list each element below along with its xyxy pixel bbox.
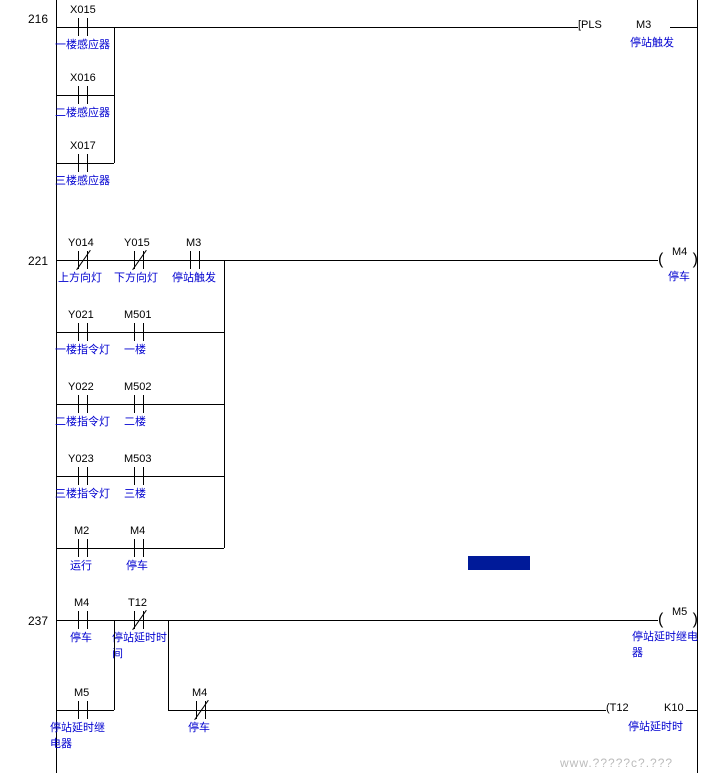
r237-out-desc: 停站延时时 (628, 718, 683, 734)
lbl-m2-desc: 运行 (70, 557, 92, 573)
contact-y023 (72, 467, 94, 485)
lbl-m3-desc: 停站触发 (172, 269, 216, 285)
lbl-x015-desc: 一楼感应器 (55, 36, 110, 52)
coil-m5-name: M5 (672, 606, 687, 618)
r216-b0-r (94, 27, 114, 28)
contact-m2 (72, 539, 94, 557)
lbl-y022-id: Y022 (68, 381, 94, 393)
r216-b0-l (56, 27, 72, 28)
r221-g1 (94, 260, 128, 261)
lbl-m4c-desc: 停车 (70, 629, 92, 645)
watermark: www.?????c?.??? (560, 756, 673, 770)
r221-g2 (150, 260, 184, 261)
r216-join (114, 27, 115, 163)
contact-y014 (72, 251, 94, 269)
step-237: 237 (28, 614, 48, 628)
lbl-x017-desc: 三楼感应器 (55, 172, 110, 188)
contact-x015 (72, 18, 94, 36)
contact-m501 (128, 323, 150, 341)
contact-m4b (128, 539, 150, 557)
contact-y021 (72, 323, 94, 341)
r216-out-desc: 停站触发 (630, 34, 674, 50)
lbl-m501-id: M501 (124, 309, 152, 321)
lbl-m4b-desc: 停车 (126, 557, 148, 573)
step-221: 221 (28, 254, 48, 268)
lbl-m503-id: M503 (124, 453, 152, 465)
lbl-y021-id: Y021 (68, 309, 94, 321)
contact-t12 (128, 611, 150, 629)
blue-bar (468, 556, 530, 570)
lbl-t12-id: T12 (128, 597, 147, 609)
coil-m4-desc: 停车 (668, 268, 690, 284)
lbl-y022-desc: 二楼指令灯 (55, 413, 110, 429)
r237-out-k: K10 (664, 702, 684, 714)
r237-g1 (94, 620, 128, 621)
lbl-m503-desc: 三楼 (124, 485, 146, 501)
lbl-m2-id: M2 (74, 525, 89, 537)
contact-m3 (184, 251, 206, 269)
contact-x016 (72, 86, 94, 104)
lbl-m4nc-id: M4 (192, 687, 207, 699)
contact-y015 (128, 251, 150, 269)
r216-pls: [PLS (578, 19, 602, 31)
contact-m5 (72, 701, 94, 719)
lbl-t12-desc: 停站延时时间 (112, 629, 168, 661)
lbl-m502-id: M502 (124, 381, 152, 393)
lbl-x015-id: X015 (70, 4, 96, 16)
contact-m4nc (190, 701, 212, 719)
r237-b2 (168, 710, 606, 711)
r237-out-left: (T12 (606, 702, 629, 714)
lbl-x017-id: X017 (70, 140, 96, 152)
lbl-m4b-id: M4 (130, 525, 145, 537)
lbl-x016-id: X016 (70, 72, 96, 84)
r237-joinR (168, 620, 169, 710)
lbl-y023-id: Y023 (68, 453, 94, 465)
lbl-m5-id: M5 (74, 687, 89, 699)
lbl-m4nc-desc: 停车 (188, 719, 210, 735)
lbl-y014-desc: 上方向灯 (58, 269, 102, 285)
step-216: 216 (28, 12, 48, 26)
contact-m503 (128, 467, 150, 485)
lbl-y021-desc: 一楼指令灯 (55, 341, 110, 357)
lbl-m501-desc: 一楼 (124, 341, 146, 357)
coil-m4-name: M4 (672, 246, 687, 258)
contact-x017 (72, 154, 94, 172)
r221-join (224, 260, 225, 548)
lbl-y015-desc: 下方向灯 (114, 269, 158, 285)
lbl-m5-desc: 停站延时继电器 (50, 719, 114, 751)
r237-out-lead (686, 710, 697, 711)
coil-m5-desc: 停站延时继电器 (632, 628, 702, 660)
lbl-m502-desc: 二楼 (124, 413, 146, 429)
contact-y022 (72, 395, 94, 413)
lbl-y015-id: Y015 (124, 237, 150, 249)
r216-out-name: M3 (636, 19, 651, 31)
r216-out-lead (670, 27, 697, 28)
contact-m4c (72, 611, 94, 629)
lbl-m4c-id: M4 (74, 597, 89, 609)
r237-joinL (114, 620, 115, 710)
r221-join-top (206, 260, 224, 261)
r216-main (56, 27, 578, 28)
contact-m502 (128, 395, 150, 413)
lbl-y014-id: Y014 (68, 237, 94, 249)
lbl-y023-desc: 三楼指令灯 (55, 485, 110, 501)
lbl-m3-id: M3 (186, 237, 201, 249)
lbl-x016-desc: 二楼感应器 (55, 104, 110, 120)
